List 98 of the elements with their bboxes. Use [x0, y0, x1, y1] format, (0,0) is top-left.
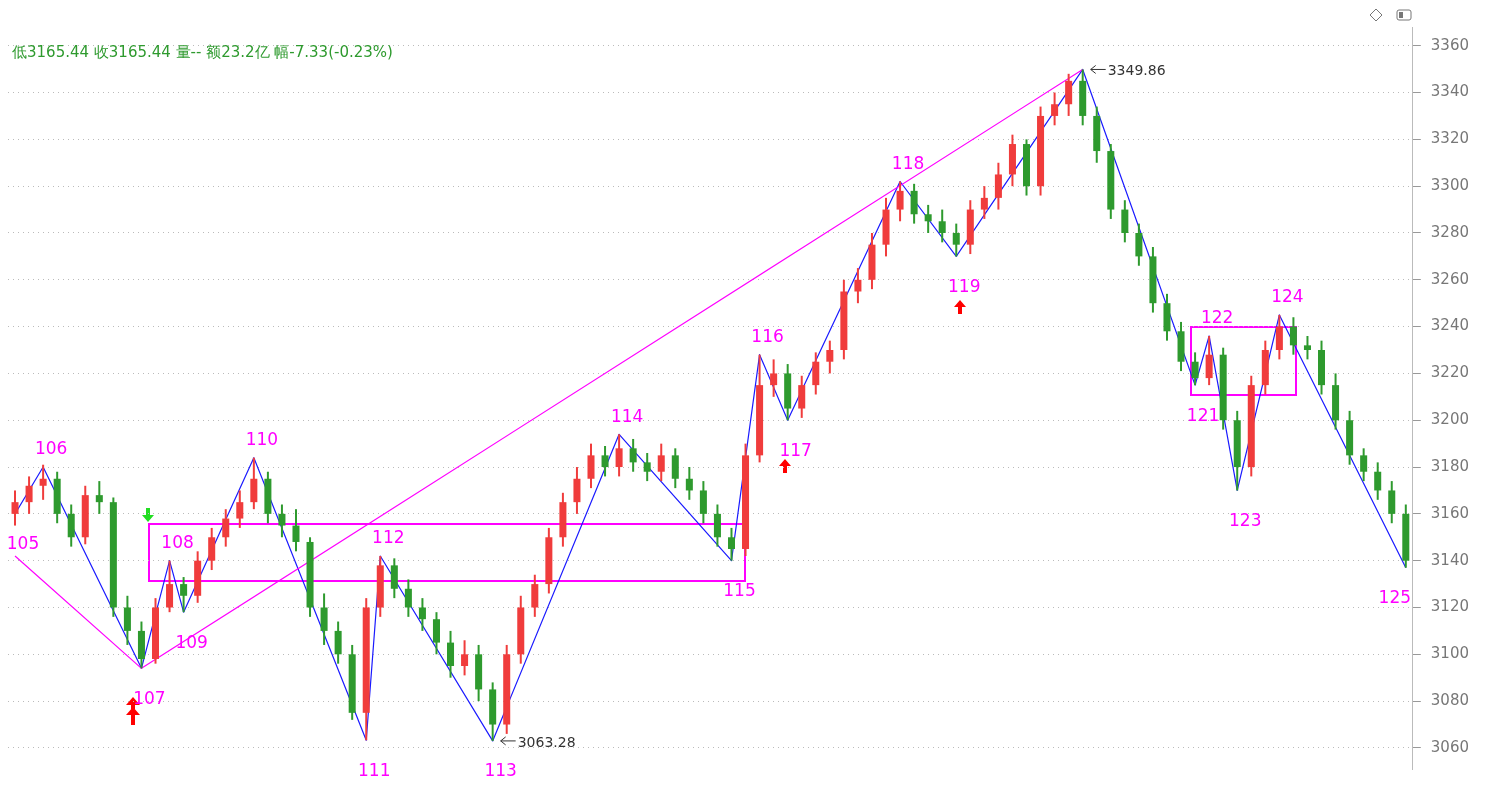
candlestick [531, 573, 539, 618]
candlestick [685, 466, 693, 501]
candlestick [615, 433, 623, 478]
annotation: 108 [161, 532, 194, 553]
candlestick [180, 576, 188, 614]
annotation: 119 [948, 275, 981, 296]
candlestick [798, 374, 806, 419]
candlestick [418, 597, 426, 632]
y-tick-label: 3200 [1430, 410, 1470, 429]
candlestick [1065, 72, 1073, 117]
candlestick [250, 456, 258, 511]
candlestick [812, 351, 820, 396]
candlestick [404, 578, 412, 618]
candlestick [432, 611, 440, 656]
annotation: 109 [175, 631, 208, 652]
candlestick [896, 180, 904, 223]
candlestick [1135, 222, 1143, 267]
candlestick [461, 639, 469, 677]
candlestick [826, 339, 834, 375]
candlestick [1374, 461, 1382, 501]
candlestick [1205, 334, 1213, 387]
candlestick [39, 463, 47, 501]
candlestick [854, 267, 862, 305]
candlestick [671, 447, 679, 490]
y-tick-label: 3360 [1430, 35, 1470, 54]
y-tick-label: 3220 [1430, 363, 1470, 382]
annotation: 110 [245, 429, 279, 450]
annotation: 125 [1378, 587, 1412, 608]
candlestick [292, 508, 300, 553]
candlestick [166, 559, 174, 614]
annotation: 107 [133, 687, 166, 708]
candlestick [699, 480, 707, 525]
y-tick-label: 3300 [1430, 176, 1470, 195]
annotation: 121 [1186, 404, 1220, 425]
text: 低3165.44 收3165.44 量-- 额23.2亿 幅-7.33(-0.23%) [12, 42, 393, 61]
candlestick [278, 503, 286, 539]
annotation: 118 [891, 152, 925, 173]
candlestick [727, 526, 735, 562]
annotation: 112 [372, 527, 405, 548]
candlestick [1289, 316, 1297, 356]
candlestick [924, 203, 932, 234]
y-tick-label: 3240 [1430, 316, 1470, 335]
y-tick-label: 3280 [1430, 222, 1470, 241]
candlestick [222, 508, 230, 548]
annotation: 115 [723, 580, 756, 601]
candlestick [1191, 351, 1199, 387]
candlestick [1121, 199, 1129, 244]
annotation: 123 [1229, 509, 1262, 530]
candlestick [601, 444, 609, 478]
candlestick [952, 222, 960, 258]
annotation: 3063.28 [517, 733, 576, 750]
candlestick [334, 620, 342, 665]
candlestick [980, 185, 988, 220]
annotation: 117 [779, 439, 812, 460]
candlestick [573, 466, 581, 515]
candlestick [236, 489, 244, 529]
candlestick [770, 358, 778, 398]
y-tick-label: 3080 [1430, 691, 1470, 710]
candlestick [67, 503, 75, 548]
y-tick-label: 3120 [1430, 597, 1470, 616]
candlestick [643, 452, 651, 483]
y-tick-label: 3060 [1430, 737, 1470, 756]
candlestick [713, 503, 721, 548]
candlestick [1303, 334, 1311, 361]
annotation: 122 [1200, 307, 1234, 328]
annotation: 106 [34, 438, 68, 459]
annotation: 111 [358, 759, 391, 780]
candlestick [910, 182, 918, 225]
annotation: 3349.86 [1107, 62, 1166, 79]
candlestick [938, 208, 946, 244]
candlestick [95, 480, 103, 515]
y-tick-label: 3260 [1430, 269, 1470, 288]
candlestick [1388, 480, 1396, 525]
candlestick [320, 592, 328, 646]
annotation: 116 [751, 326, 784, 347]
candlestick [123, 594, 131, 646]
candlestick [1051, 91, 1059, 127]
annotation: 113 [484, 760, 517, 781]
annotation: 105 [6, 533, 40, 554]
candlestick [208, 526, 216, 572]
y-tick-label: 3160 [1430, 503, 1470, 522]
y-tick-label: 3100 [1430, 644, 1470, 663]
candlestick [390, 557, 398, 600]
candlestick [657, 442, 665, 483]
candlestick [994, 161, 1002, 211]
annotation: 124 [1271, 286, 1304, 307]
y-tick-label: 3340 [1430, 82, 1470, 101]
y-tick-label: 3180 [1430, 456, 1470, 475]
candlestick [587, 442, 595, 490]
candlestick [1360, 447, 1368, 483]
y-tick-label: 3140 [1430, 550, 1470, 569]
candlestick [25, 475, 33, 515]
candlestick [629, 437, 637, 473]
annotation: 114 [610, 405, 644, 426]
candlestick [1275, 313, 1283, 361]
y-tick-label: 3320 [1430, 129, 1470, 148]
candlestick [11, 489, 19, 527]
candlestick [447, 629, 455, 679]
